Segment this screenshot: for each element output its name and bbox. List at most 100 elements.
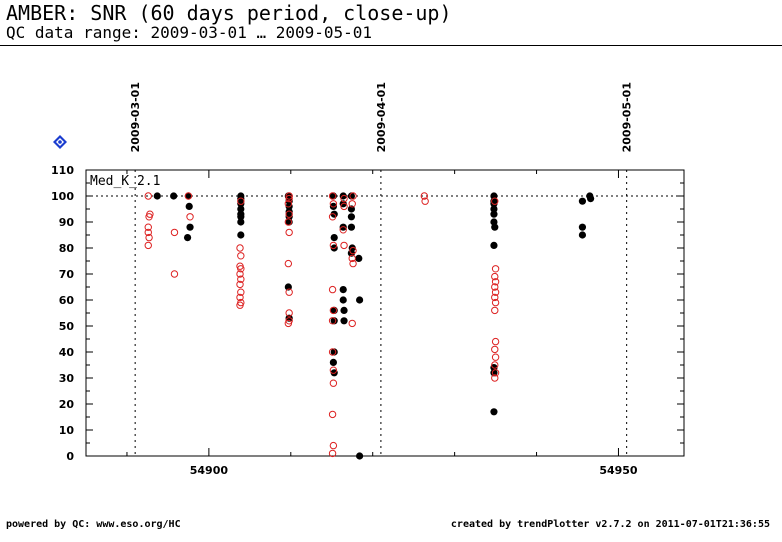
data-point-red [349,259,357,268]
data-point-red [236,301,244,309]
data-point-black [587,195,595,203]
data-point-red [329,306,338,315]
data-point-red [329,200,338,208]
data-point-black [237,218,245,226]
data-point-black [237,205,245,213]
data-point-red [340,202,348,211]
data-point-black [490,241,498,249]
page-title: AMBER: SNR (60 days period, close-up) [6,1,452,25]
data-point-black [347,213,356,221]
data-point-red [349,192,357,200]
data-point-red [237,288,245,296]
data-point-black [356,296,364,304]
data-point-red [145,233,153,242]
data-point-red [491,298,500,307]
data-point-black [330,244,338,252]
data-point-red [328,285,337,294]
data-point-red [237,275,245,283]
data-point-black [285,197,293,205]
data-point-black [153,192,161,200]
data-point-red [349,246,357,255]
data-point-black [237,213,245,221]
data-point-black [330,317,338,325]
data-point-black [339,192,347,200]
data-point-red [170,228,179,237]
y-tick-label: 100 [51,190,74,203]
x-axis: 54900 54950 [126,170,638,477]
y-tick-label: 60 [59,294,75,307]
data-point-red [340,194,348,203]
data-point-red [170,270,179,278]
data-point-red [184,192,193,200]
data-point-red [284,200,293,208]
data-point-black [329,358,337,366]
data-point-black [339,296,347,304]
y-axis: 0 10 20 30 40 50 60 70 80 90 100 110 [51,164,684,463]
y-tick-label: 90 [59,216,75,229]
date-marker-label: 2009-04-01 [375,82,388,152]
data-point-black [490,210,498,218]
data-point-red [491,353,500,361]
data-point-red [491,337,500,346]
data-point-red [237,197,245,205]
data-point-black [578,223,587,231]
data-point-black [355,254,363,262]
data-point-black [347,192,356,200]
qc-date-range: QC data range: 2009-03-01 … 2009-05-01 [6,23,373,42]
data-point-red [491,361,499,369]
data-point-red [285,210,293,218]
data-point-red [491,197,499,205]
data-point-red [421,197,429,205]
data-point-black [184,192,192,200]
data-point-red [329,441,338,450]
data-point-red [284,259,293,268]
panel-label: Med_K_2.1 [90,174,160,189]
data-point-red [328,213,337,221]
data-point-black [356,452,364,460]
data-point-red [491,369,500,377]
data-point-red [328,192,337,200]
series-red-points [144,192,500,458]
info-diamond-icon[interactable] [53,135,67,149]
y-tick-label: 80 [59,242,75,255]
data-point-black [490,408,498,416]
data-point-red [348,200,356,208]
data-point-red [144,228,152,237]
data-point-black [237,231,245,239]
data-point-black [170,192,178,200]
data-point-black [186,223,194,231]
data-point-red [328,317,337,325]
y-tick-label: 10 [59,424,75,437]
data-point-black [491,223,499,231]
data-point-red [144,192,152,200]
data-point-red [491,265,500,273]
y-tick-label: 30 [59,372,75,385]
plot-frame [85,169,685,457]
data-point-red [236,280,244,289]
data-point-red [491,345,499,354]
footer-created-by: created by trendPlotter v2.7.2 on 2011-0… [450,519,770,530]
data-point-red [236,293,244,302]
data-point-red [285,192,293,200]
data-point-red [491,283,499,291]
data-point-red [236,244,244,252]
data-point-red [144,241,152,250]
data-point-red [284,319,293,328]
y-tick-label: 50 [59,320,75,333]
data-point-red [491,278,500,286]
series-black-points [153,192,595,460]
data-point-black [183,234,192,242]
data-point-red [328,410,337,419]
data-point-red [328,348,337,356]
data-point-black [340,306,348,314]
data-point-black [330,234,338,242]
data-point-black [339,286,347,294]
x-tick-label: 54900 [190,464,229,477]
footer-powered-by: powered by QC: www.eso.org/HC [6,519,181,530]
data-point-black [285,208,293,216]
data-point-black [490,200,498,208]
data-point-red [328,449,337,458]
data-point-red [340,241,348,250]
data-point-red [285,288,293,296]
